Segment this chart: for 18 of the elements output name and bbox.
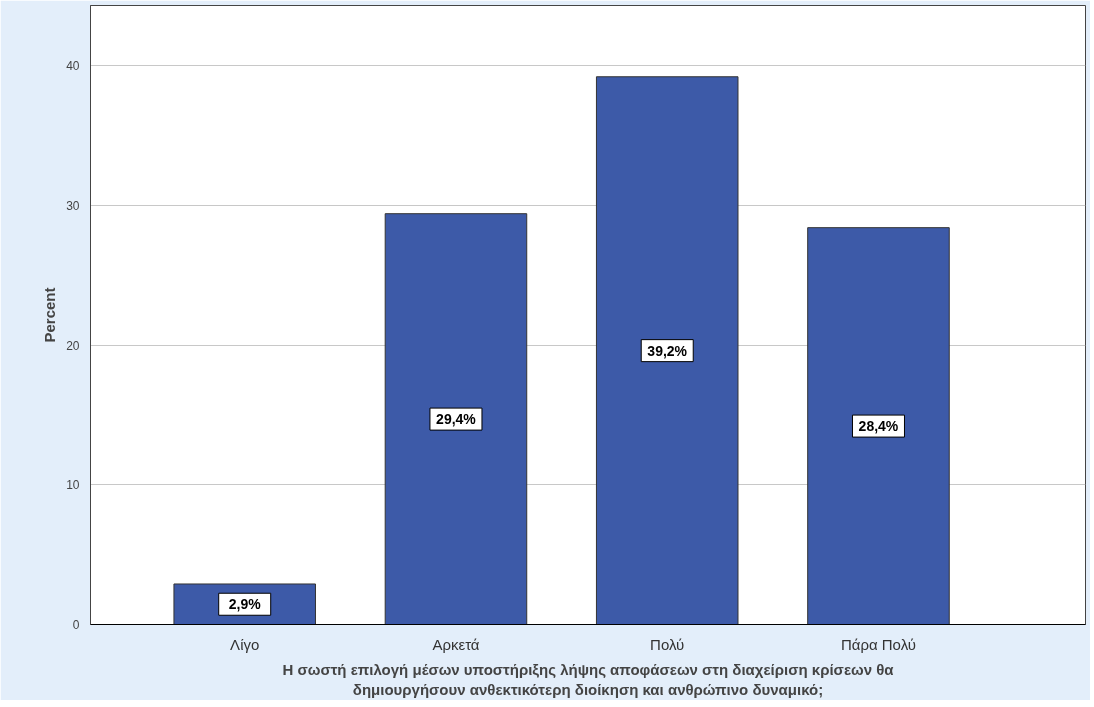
y-tick-label: 30 (66, 198, 80, 213)
y-tick-label: 20 (66, 338, 80, 353)
x-tick-label: Αρκετά (432, 635, 480, 653)
data-label: 2,9% (228, 596, 262, 613)
x-tick-label: Πολύ (650, 635, 685, 653)
data-label: 29,4% (436, 411, 477, 428)
data-label: 39,2% (647, 342, 688, 359)
bar (807, 227, 950, 625)
y-tick-label: 10 (66, 478, 80, 493)
data-label: 28,4% (858, 418, 899, 435)
x-tick-label: Λίγο (230, 635, 260, 653)
x-tick-label: Πάρα Πολύ (840, 635, 917, 653)
bar (595, 76, 739, 625)
y-tick-label: 40 (66, 59, 80, 74)
bar (384, 213, 528, 625)
y-axis-title: Percent (41, 287, 59, 343)
x-axis-title: Η σωστή επιλογή μέσων υποστήριξης λήψης αποφάσεων στη διαχείριση κρίσεων θα δημιουργήσουν ανθεκτικότερη διοίκηση και ανθρώπινο δυναμικό; (282, 660, 895, 698)
y-tick-label: 0 (72, 618, 80, 632)
